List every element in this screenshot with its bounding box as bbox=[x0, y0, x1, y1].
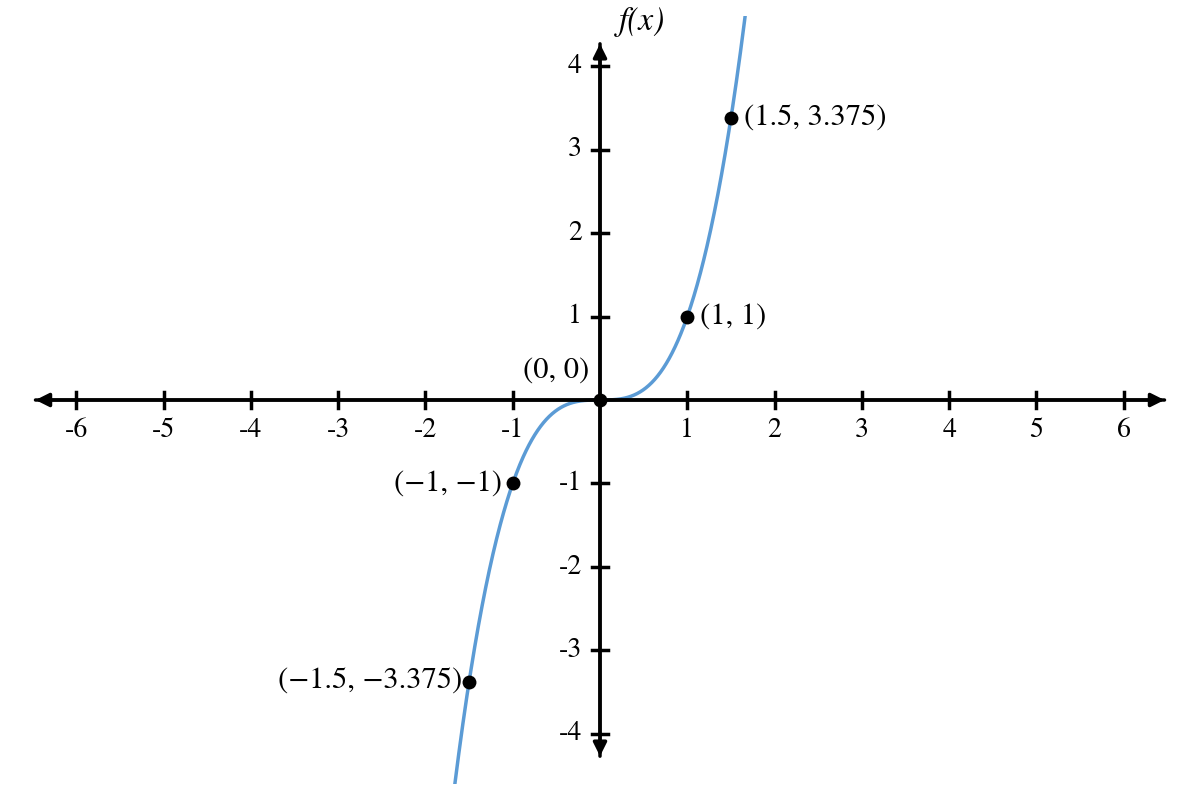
Text: -3: -3 bbox=[326, 418, 350, 442]
Text: 3: 3 bbox=[568, 137, 582, 162]
Text: -4: -4 bbox=[239, 418, 263, 442]
Text: 4: 4 bbox=[942, 418, 956, 442]
Text: -6: -6 bbox=[65, 418, 88, 442]
Text: -2: -2 bbox=[414, 418, 437, 442]
Text: (1.5, 3.375): (1.5, 3.375) bbox=[744, 104, 887, 132]
Text: (1, 1): (1, 1) bbox=[701, 302, 767, 330]
Point bbox=[721, 112, 740, 125]
Text: -1: -1 bbox=[558, 471, 582, 496]
Point bbox=[590, 394, 610, 406]
Text: -1: -1 bbox=[502, 418, 524, 442]
Text: 4: 4 bbox=[568, 54, 582, 78]
Text: 3: 3 bbox=[854, 418, 869, 442]
Text: f(x): f(x) bbox=[619, 6, 666, 37]
Text: -5: -5 bbox=[152, 418, 175, 442]
Point bbox=[460, 675, 479, 688]
Text: 2: 2 bbox=[568, 221, 582, 246]
Text: 5: 5 bbox=[1030, 418, 1043, 442]
Text: -4: -4 bbox=[558, 722, 582, 746]
Point bbox=[503, 477, 522, 490]
Point bbox=[678, 310, 697, 323]
Text: -3: -3 bbox=[558, 638, 582, 663]
Text: (−1, −1): (−1, −1) bbox=[395, 470, 503, 498]
Text: 1: 1 bbox=[568, 304, 582, 329]
Text: 2: 2 bbox=[768, 418, 781, 442]
Text: (−1.5, −3.375): (−1.5, −3.375) bbox=[278, 668, 462, 696]
Text: (0, 0): (0, 0) bbox=[523, 357, 589, 385]
Text: -2: -2 bbox=[558, 554, 582, 579]
Text: 1: 1 bbox=[680, 418, 695, 442]
Text: 6: 6 bbox=[1117, 418, 1130, 442]
